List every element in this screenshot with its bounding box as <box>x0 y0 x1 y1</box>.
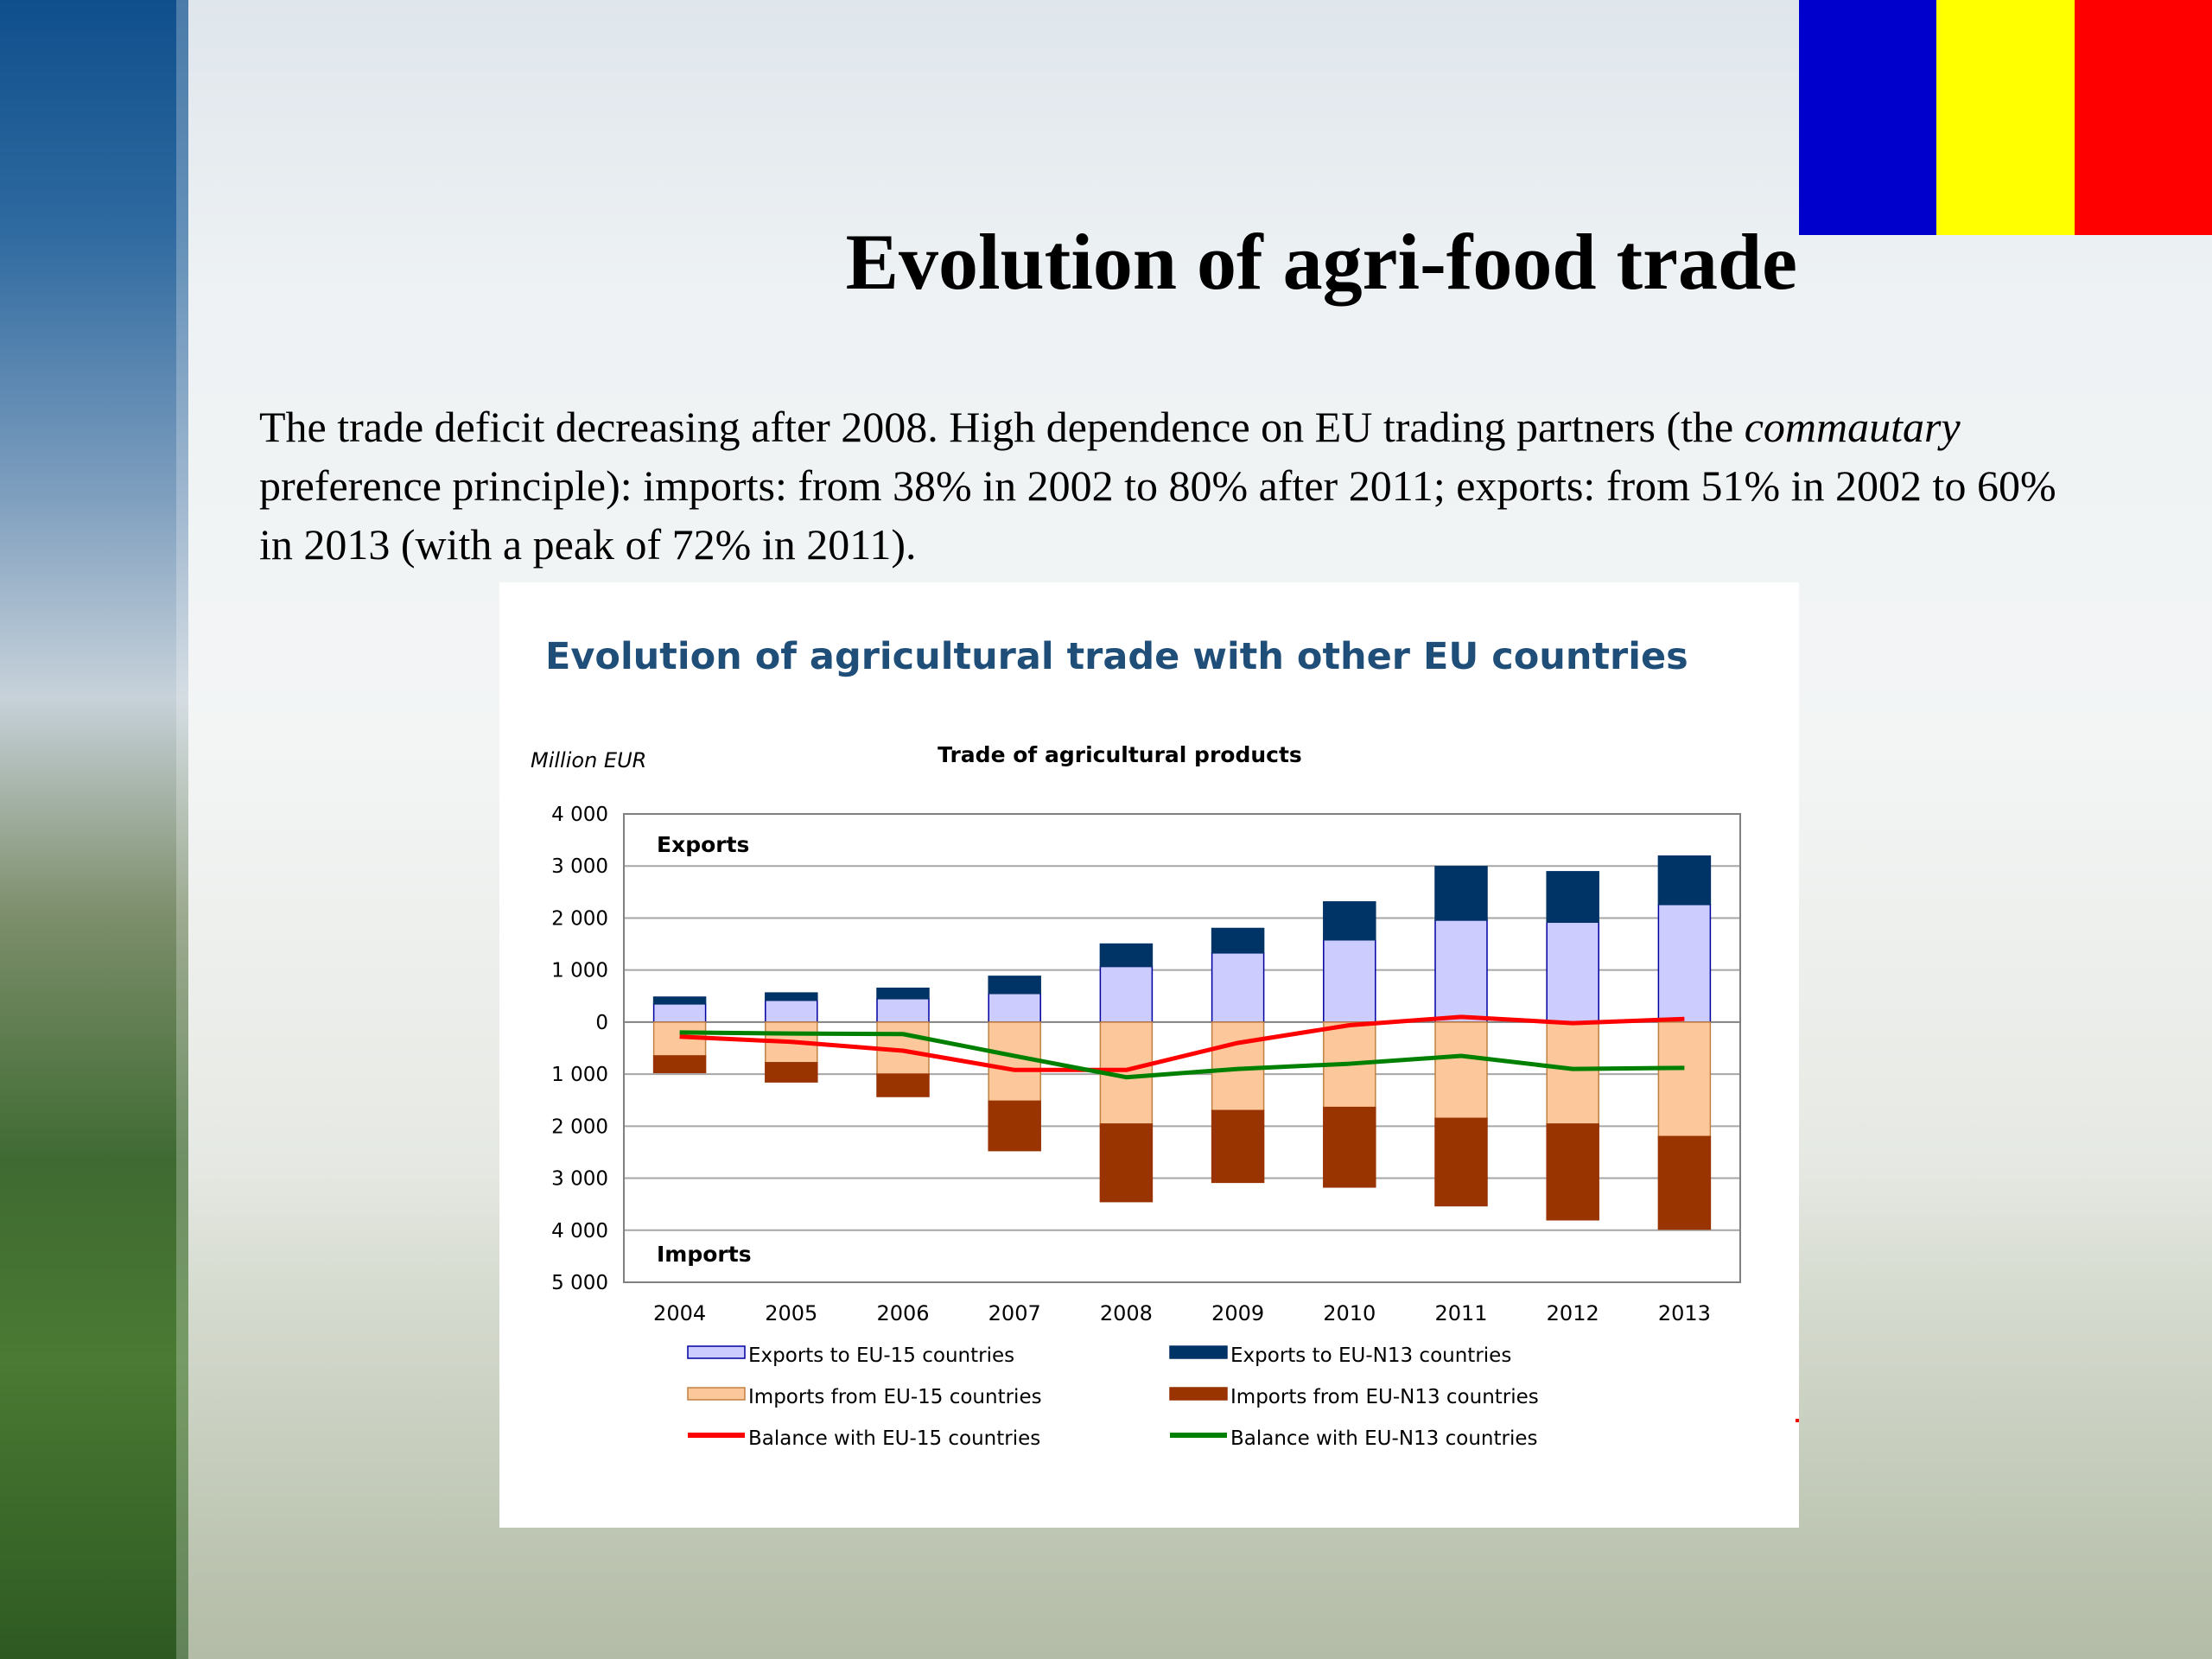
trade-chart: Evolution of agricultural trade with oth… <box>531 635 1741 1450</box>
x-tick-label: 2010 <box>1323 1301 1376 1325</box>
x-tick-label: 2012 <box>1547 1301 1599 1325</box>
bar-exports-eun13 <box>1546 871 1599 924</box>
stray-mark <box>1796 1419 1799 1422</box>
bar-imports-eu15 <box>988 1021 1041 1103</box>
romania-flag <box>1799 0 2212 235</box>
bar-imports-eun13 <box>652 1055 707 1074</box>
legend-balance-eun13-label: Balance with EU-N13 countries <box>1230 1427 1537 1450</box>
bar-exports-eun13 <box>1657 855 1712 906</box>
legend-exports-eun13-label: Exports to EU-N13 countries <box>1230 1344 1511 1367</box>
chart-panel: Evolution of agricultural trade with oth… <box>499 582 1799 1528</box>
x-tick-label: 2009 <box>1211 1301 1264 1325</box>
bar-exports-eun13 <box>988 976 1041 995</box>
bar-imports-eun13 <box>1323 1106 1376 1188</box>
bar-exports-eun13 <box>765 992 818 1001</box>
balance-line-eu15 <box>679 1014 1685 1072</box>
y-tick-label: 4 000 <box>551 1220 608 1243</box>
balance-lines <box>679 1014 1685 1080</box>
y-tick-label: 5 000 <box>551 1272 608 1294</box>
bar-exports-eun13 <box>1434 866 1488 921</box>
bar-exports-eu15 <box>1546 921 1599 1023</box>
legend-exports-eun13-swatch <box>1169 1345 1228 1359</box>
y-tick-label: 0 <box>595 1012 608 1034</box>
bar-exports-eun13 <box>1099 943 1154 968</box>
y-tick-label: 3 000 <box>551 1168 608 1191</box>
legend-balance-eu15-label: Balance with EU-15 countries <box>748 1427 1040 1450</box>
bar-imports-eu15 <box>1434 1021 1488 1120</box>
x-tick-label: 2011 <box>1434 1301 1487 1325</box>
imports-region-label: Imports <box>657 1242 752 1267</box>
legend-imports-eun13-swatch <box>1169 1387 1228 1401</box>
strip-edge <box>176 0 188 1659</box>
x-tick-label: 2004 <box>653 1301 706 1325</box>
bar-exports-eu15 <box>876 998 930 1023</box>
bar-imports-eu15 <box>1657 1021 1712 1138</box>
bar-imports-eun13 <box>1546 1123 1599 1221</box>
bar-imports-eun13 <box>765 1062 818 1083</box>
balance-line-eun13 <box>679 1030 1685 1080</box>
y-tick-label: 1 000 <box>551 1064 608 1086</box>
flag-red-stripe <box>2074 0 2212 235</box>
body-text-part-2: preference principle): imports: from 38%… <box>259 461 2056 569</box>
bar-imports-eun13 <box>1211 1109 1265 1184</box>
flag-blue-stripe <box>1799 0 1937 235</box>
slide-body-text: The trade deficit decreasing after 2008.… <box>259 397 2082 574</box>
y-tick-label: 1 000 <box>551 960 608 982</box>
bar-imports-eu15 <box>1546 1021 1599 1125</box>
body-text-part-1: The trade deficit decreasing after 2008.… <box>259 403 1745 451</box>
legend-imports-eu15-label: Imports from EU-15 countries <box>748 1386 1042 1408</box>
y-tick-label: 2 000 <box>551 1116 608 1138</box>
x-tick-label: 2008 <box>1100 1301 1153 1325</box>
bar-imports-eun13 <box>1099 1123 1154 1203</box>
bar-exports-eu15 <box>988 993 1041 1023</box>
bar-imports-eun13 <box>876 1073 930 1097</box>
bar-exports-eu15 <box>1211 952 1265 1023</box>
bar-imports-eun13 <box>988 1100 1041 1152</box>
legend-imports-eun13-label: Imports from EU-N13 countries <box>1230 1386 1539 1408</box>
x-tick-label: 2013 <box>1658 1301 1711 1325</box>
bar-exports-eun13 <box>1211 927 1265 954</box>
x-tick-label: 2006 <box>876 1301 929 1325</box>
panel-title: Evolution of agricultural trade with oth… <box>545 635 1688 678</box>
bar-exports-eu15 <box>652 1003 707 1023</box>
y-tick-label: 4 000 <box>551 804 608 826</box>
chart-title: Trade of agricultural products <box>938 742 1302 767</box>
legend-exports-eu15-swatch <box>687 1345 746 1359</box>
y-axis-label: Million EUR <box>531 748 646 772</box>
exports-region-label: Exports <box>657 832 749 857</box>
x-tick-label: 2007 <box>988 1301 1041 1325</box>
bar-imports-eun13 <box>1434 1117 1488 1207</box>
bars <box>652 855 1712 1230</box>
body-text-italic: commautary <box>1744 403 1961 451</box>
flag-yellow-stripe <box>1936 0 2075 235</box>
legend-imports-eu15-swatch <box>687 1387 746 1401</box>
bar-exports-eu15 <box>1323 938 1376 1023</box>
legend: Exports to EU-15 countries Exports to EU-… <box>687 1344 1539 1450</box>
left-decorative-strip <box>0 0 188 1659</box>
plot-area-frame <box>623 813 1741 1283</box>
bar-exports-eu15 <box>1434 919 1488 1023</box>
y-tick-label: 3 000 <box>551 855 608 878</box>
y-tick-label: 2 000 <box>551 907 608 930</box>
slide-title: Evolution of agri-food trade <box>845 218 1797 306</box>
legend-exports-eu15-label: Exports to EU-15 countries <box>748 1344 1014 1367</box>
bar-imports-eun13 <box>1657 1135 1712 1230</box>
bar-exports-eu15 <box>765 999 818 1023</box>
y-tick-labels: 4 000 3 000 2 000 1 000 0 1 000 2 000 3 000 4 00… <box>551 804 608 1294</box>
bar-exports-eun13 <box>652 996 707 1005</box>
bar-exports-eu15 <box>1099 965 1154 1023</box>
x-tick-label: 2005 <box>765 1301 817 1325</box>
bar-exports-eun13 <box>876 987 930 1000</box>
x-tick-labels: 2004 2005 2006 2007 2008 2009 2010 2011 2012 2013 <box>653 1301 1711 1325</box>
bar-exports-eu15 <box>1657 904 1712 1023</box>
bar-exports-eun13 <box>1323 901 1376 941</box>
